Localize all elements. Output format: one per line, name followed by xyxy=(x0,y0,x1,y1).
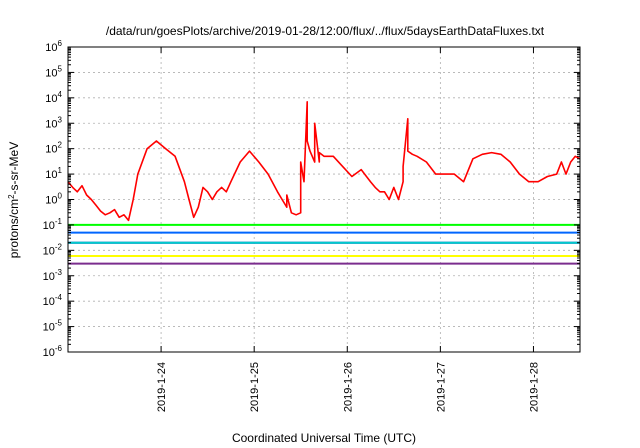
y-tick-label: 10-5 xyxy=(43,319,63,334)
y-axis-label: protons/cm2-s-sr-MeV xyxy=(7,142,22,258)
grid xyxy=(68,47,580,352)
x-tick-label: 2019-1-24 xyxy=(156,362,168,412)
y-tick-label: 103 xyxy=(45,115,62,130)
y-tick-label: 10-2 xyxy=(43,242,63,257)
y-tick-label: 100 xyxy=(45,192,62,207)
y-tick-label: 101 xyxy=(45,166,62,181)
y-tick-label: 10-3 xyxy=(43,268,63,283)
series-line xyxy=(67,101,581,222)
y-tick-label: 10-1 xyxy=(43,217,63,232)
series-layer xyxy=(67,101,581,265)
y-tick-label: 105 xyxy=(45,64,62,79)
y-tick-label: 10-4 xyxy=(43,293,63,308)
y-tick-label: 104 xyxy=(45,90,62,105)
y-tick-label: 10-6 xyxy=(43,344,63,359)
x-tick-label: 2019-1-26 xyxy=(342,362,354,412)
chart-title: /data/run/goesPlots/archive/2019-01-28/1… xyxy=(106,24,545,38)
x-tick-label: 2019-1-28 xyxy=(528,362,540,412)
axis-ticks: 10-6 10-5 10-4 10-3 10-2 10-1 100 101 102 103 104 1… xyxy=(43,39,580,412)
x-tick-label: 2019-1-27 xyxy=(435,362,447,412)
x-tick-label: 2019-1-25 xyxy=(249,362,261,412)
y-tick-label: 106 xyxy=(45,39,62,54)
x-axis-label: Coordinated Universal Time (UTC) xyxy=(232,431,416,445)
y-tick-label: 102 xyxy=(45,141,62,156)
